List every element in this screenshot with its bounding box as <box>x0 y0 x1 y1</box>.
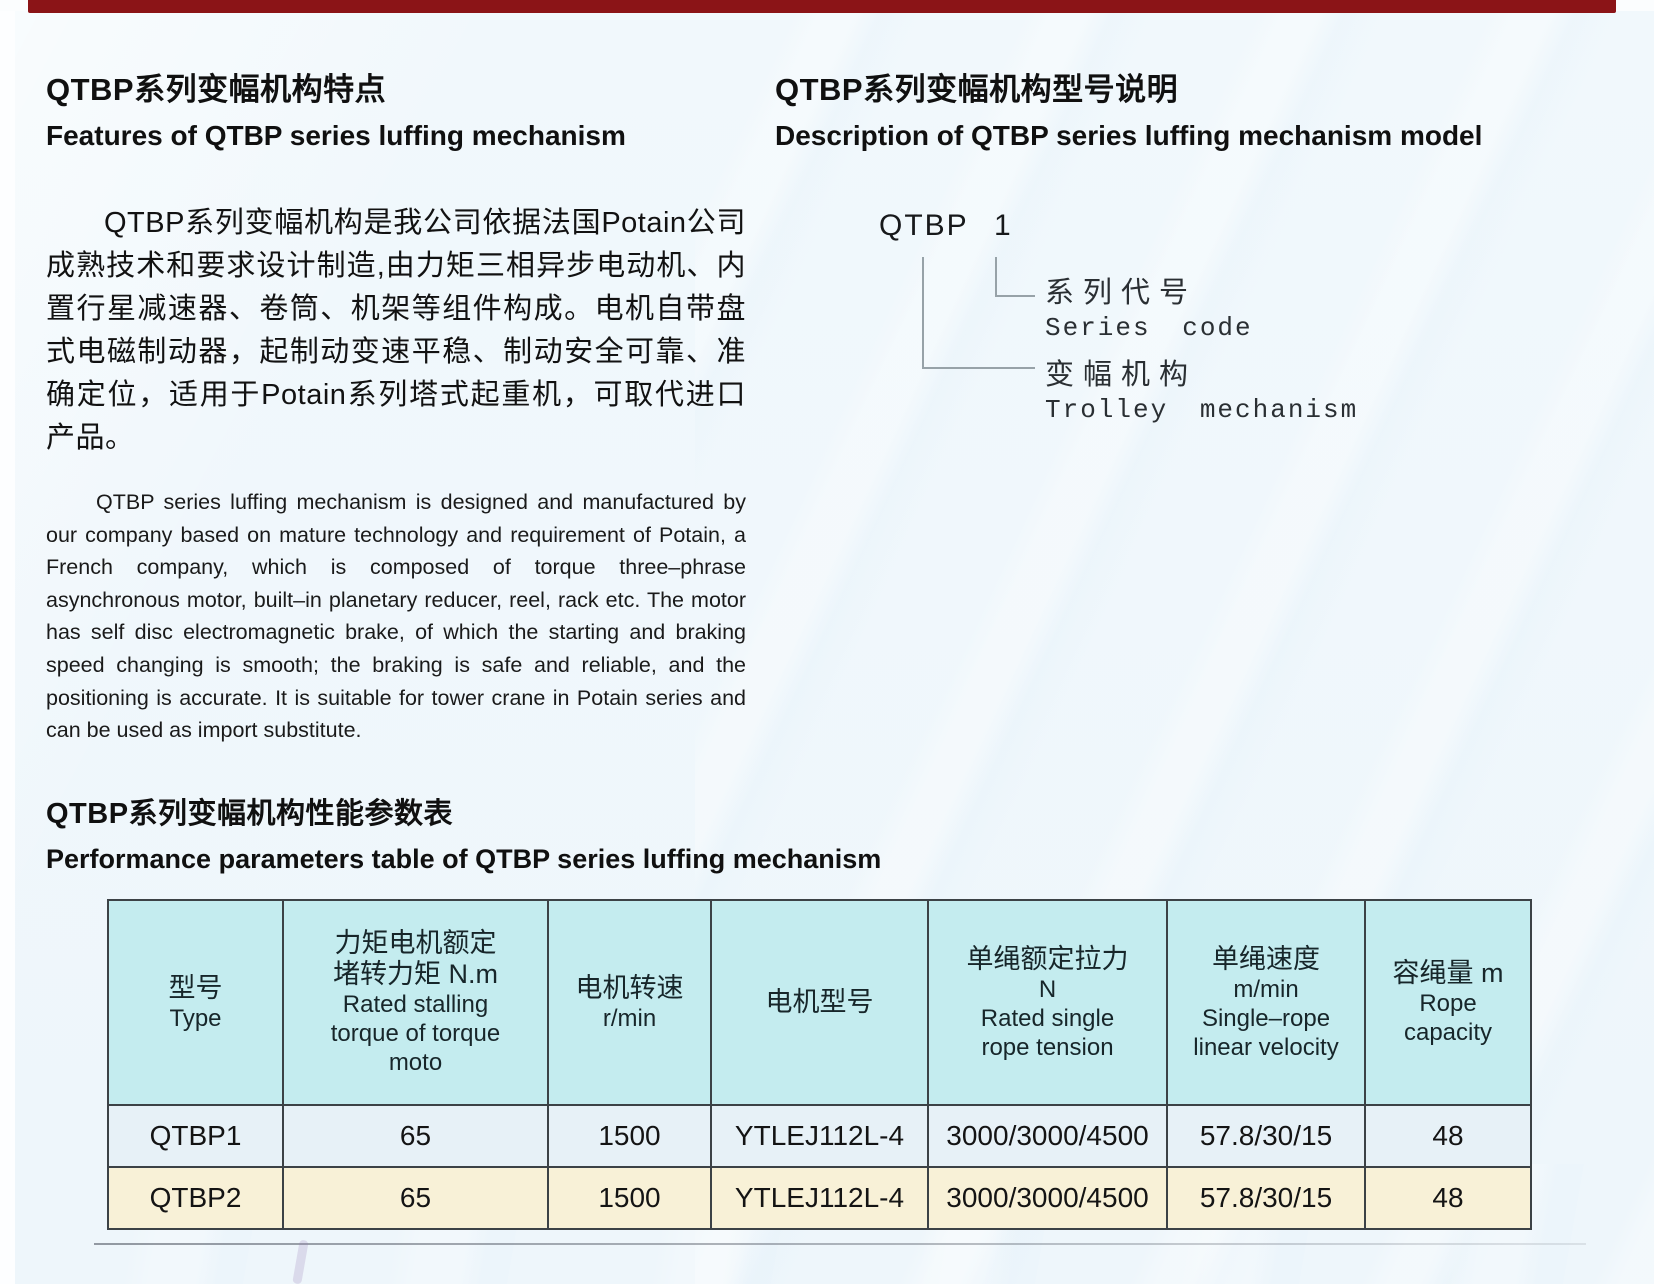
model-number-diagram: QTBP 1 系列代号 Series code 变幅机构 Trolley mec… <box>775 209 1515 459</box>
header-cell: 单绳速度 m/min Single–rope linear velocity <box>1166 899 1366 1106</box>
header-cell-line: 堵转力矩 N.m <box>333 959 498 989</box>
features-paragraph-cn: QTBP系列变幅机构是我公司依据法国Potain公司成熟技术和要求设计制造,由力… <box>46 207 746 454</box>
top-red-bar <box>28 0 1616 13</box>
data-cell: YTLEJ112L-4 <box>710 1104 929 1168</box>
header-cell-line: Rated single <box>980 1004 1115 1032</box>
data-cell: QTBP1 <box>107 1104 284 1168</box>
header-cell-line: 型号 <box>168 972 223 1003</box>
trolley-mechanism-label-en: Trolley mechanism <box>1045 395 1359 425</box>
table-row: QTBP1 65 1500 YTLEJ112L-4 3000/3000/4500 57.8… <box>107 1104 1532 1168</box>
performance-title-en: Performance parameters table of QTBP ser… <box>46 844 882 874</box>
data-cell: 1500 <box>547 1104 712 1168</box>
header-cell-line: torque of torque <box>330 1020 501 1047</box>
header-cell-line: capacity <box>1403 1019 1493 1046</box>
data-cell: 48 <box>1364 1104 1532 1168</box>
features-paragraph-en: QTBP series luffing mechanism is designe… <box>46 490 746 743</box>
header-cell-line: 单绳额定拉力 <box>966 943 1129 974</box>
header-cell: 电机转速 r/min <box>547 899 712 1106</box>
data-cell: 57.8/30/15 <box>1166 1166 1366 1230</box>
model-code-number: 1 <box>994 209 1013 242</box>
table-header: 型号 Type 力矩电机额定 堵转力矩 N.m Rated stalling torque… <box>107 899 1532 1106</box>
model-code-prefix: QTBP <box>879 209 969 242</box>
diagram-connector-line <box>922 257 924 369</box>
data-cell: YTLEJ112L-4 <box>710 1166 929 1230</box>
performance-table: 型号 Type 力矩电机额定 堵转力矩 N.m Rated stalling torque… <box>107 899 1532 1230</box>
diagram-connector-line <box>995 257 997 297</box>
data-cell: 57.8/30/15 <box>1166 1104 1366 1168</box>
model-description-section: QTBP系列变幅机构型号说明 Description of QTBP serie… <box>775 64 1515 459</box>
header-cell-line: Rated stalling <box>342 991 489 1018</box>
table-body: QTBP1 65 1500 YTLEJ112L-4 3000/3000/4500 57.8… <box>107 1104 1532 1230</box>
data-cell: QTBP2 <box>107 1166 284 1230</box>
header-cell-line: linear velocity <box>1193 1033 1339 1061</box>
table-row: QTBP2 65 1500 YTLEJ112L-4 3000/3000/4500 57.8… <box>107 1166 1532 1230</box>
header-cell-line: moto <box>388 1049 443 1076</box>
data-cell: 65 <box>282 1104 549 1168</box>
data-cell: 3000/3000/4500 <box>927 1166 1168 1230</box>
header-cell-line: rope tension <box>981 1033 1114 1061</box>
diagram-connector-line <box>922 367 1035 369</box>
trolley-mechanism-label-cn: 变幅机构 <box>1045 357 1198 391</box>
header-cell-line: 单绳速度 <box>1212 943 1320 974</box>
header-cell-line: m/min <box>1233 975 1299 1003</box>
model-title-en: Description of QTBP series luffing mecha… <box>775 120 1483 151</box>
header-cell: 容绳量 m Rope capacity <box>1364 899 1532 1106</box>
features-title-cn: QTBP系列变幅机构特点 <box>46 72 387 107</box>
header-cell-line: Rope <box>1419 990 1477 1017</box>
data-cell: 48 <box>1364 1166 1532 1230</box>
series-code-label-en: Series code <box>1045 313 1253 343</box>
header-cell: 单绳额定拉力 N Rated single rope tension <box>927 899 1168 1106</box>
features-section: QTBP系列变幅机构特点 Features of QTBP series luf… <box>46 64 746 747</box>
header-cell-line: 容绳量 m <box>1392 958 1504 988</box>
header-cell: 力矩电机额定 堵转力矩 N.m Rated stalling torque of to… <box>282 899 549 1106</box>
header-cell: 电机型号 <box>710 899 929 1106</box>
diagram-connector-line <box>995 295 1035 297</box>
series-code-label-cn: 系列代号 <box>1045 275 1198 309</box>
header-cell: 型号 Type <box>107 899 284 1106</box>
performance-title-cn: QTBP系列变幅机构性能参数表 <box>46 798 454 830</box>
header-cell-line: N <box>1038 975 1057 1003</box>
data-cell: 65 <box>282 1166 549 1230</box>
header-cell-line: Type <box>169 1004 222 1032</box>
performance-table-titles: QTBP系列变幅机构性能参数表 Performance parameters t… <box>46 790 881 875</box>
bottom-rule-line <box>94 1243 1586 1245</box>
table-header-row: 型号 Type 力矩电机额定 堵转力矩 N.m Rated stalling torque… <box>107 899 1532 1106</box>
header-cell-line: 电机型号 <box>765 987 874 1017</box>
header-cell-line: Single–rope <box>1201 1004 1331 1032</box>
features-title-en: Features of QTBP series luffing mechanis… <box>46 120 626 151</box>
header-cell-line: r/min <box>602 1004 657 1032</box>
data-cell: 1500 <box>547 1166 712 1230</box>
model-title-cn: QTBP系列变幅机构型号说明 <box>775 72 1179 107</box>
header-cell-line: 力矩电机额定 <box>334 928 497 958</box>
page-left-margin <box>0 0 15 1284</box>
header-cell-line: 电机转速 <box>575 972 684 1003</box>
data-cell: 3000/3000/4500 <box>927 1104 1168 1168</box>
scan-artifact-mark <box>292 1239 309 1284</box>
